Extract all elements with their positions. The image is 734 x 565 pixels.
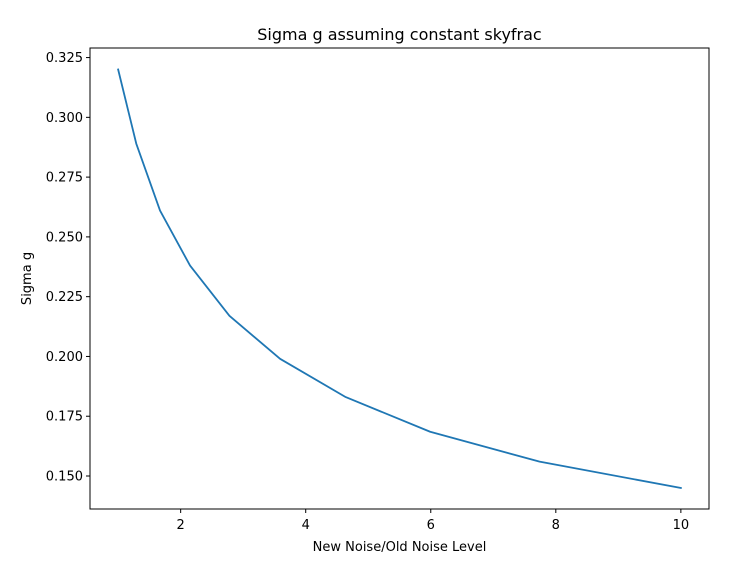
y-tick-label: 0.200 <box>46 350 83 365</box>
y-tick-label: 0.250 <box>46 230 83 245</box>
x-tick-label: 6 <box>427 518 435 533</box>
y-axis-ticks: 0.150 0.175 0.200 0.225 0.250 0.275 0.300 0.325 <box>46 51 90 485</box>
x-tick-label: 8 <box>552 518 560 533</box>
y-tick-label: 0.300 <box>46 111 83 126</box>
plot-lines <box>117 68 682 490</box>
x-axis-ticks: 2 4 6 8 10 <box>177 509 690 533</box>
y-tick-label: 0.275 <box>46 171 83 186</box>
y-tick-label: 0.325 <box>46 51 83 66</box>
plot-frame <box>89 47 710 510</box>
x-tick-label: 4 <box>302 518 310 533</box>
y-tick-label: 0.175 <box>46 410 83 425</box>
series-line-0 <box>117 68 682 490</box>
y-tick-label: 0.150 <box>46 470 83 485</box>
x-axis-label: New Noise/Old Noise Level <box>313 540 487 555</box>
x-tick-label: 2 <box>177 518 185 533</box>
chart-title: Sigma g assuming constant skyfrac <box>257 25 541 44</box>
y-tick-label: 0.225 <box>46 290 83 305</box>
y-axis-label: Sigma g <box>20 252 35 305</box>
x-tick-label: 10 <box>673 518 690 533</box>
